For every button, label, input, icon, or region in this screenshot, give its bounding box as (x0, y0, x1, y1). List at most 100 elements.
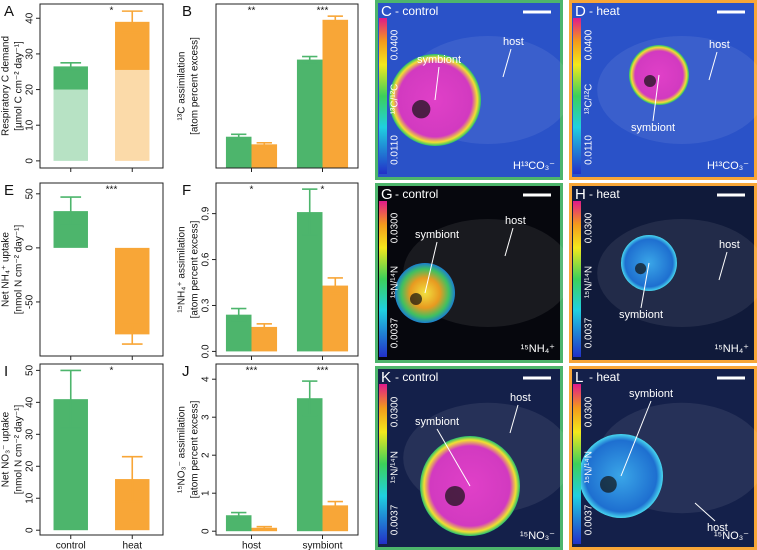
pointer (718, 251, 728, 281)
cell-spot (445, 486, 465, 506)
ratio-label: ¹³C/¹²C (584, 84, 595, 115)
plot-frame (39, 182, 164, 357)
panel-letter: H (575, 186, 586, 203)
y-tick-label: 40 (25, 12, 36, 24)
x-tick-label: host (242, 541, 261, 550)
panel-letter: A (4, 3, 14, 20)
ratio-label: ¹⁵N/¹⁴N (390, 451, 401, 483)
panel-letter: J (182, 363, 190, 380)
condition: - control (395, 4, 438, 18)
y-tick-label: 10 (25, 119, 36, 131)
error-bar (231, 133, 247, 140)
y-axis-label: ¹⁵NH₄⁺ assimilation (177, 226, 188, 312)
plot-frame (215, 182, 359, 357)
error-bar (327, 277, 343, 295)
bar (322, 285, 349, 352)
significance: ** (248, 6, 256, 17)
panel-letter: E (4, 182, 14, 199)
isotope-label: ¹⁵NH₄⁺ (715, 343, 750, 355)
isotope-label: ¹⁵NH₄⁺ (521, 343, 556, 355)
error-bar (60, 62, 82, 71)
cell-spot (600, 476, 617, 493)
color-scale (379, 384, 387, 544)
significance: *** (317, 6, 329, 17)
image-panel: 0.0400 0.0110 ¹³C/¹²C D - heat H¹³CO₃⁻ symbion… (569, 0, 757, 180)
pointer (509, 404, 519, 434)
x-tick-label: control (56, 541, 86, 550)
isotope-label: ¹⁵NO₃⁻ (520, 530, 555, 542)
host-label: host (505, 215, 526, 227)
y-tick-label: 0.9 (201, 206, 212, 220)
error-bar (302, 380, 318, 417)
pointer (504, 227, 514, 257)
image-panel: 0.0300 0.0037 ¹⁵N/¹⁴N G - control ¹⁵NH₄⁺ symbi… (375, 183, 573, 363)
bar (115, 247, 150, 335)
y-tick-label: 30 (25, 48, 36, 60)
symbiont-label: symbiont (631, 122, 675, 134)
error-bar (121, 323, 143, 345)
cell-spot (410, 293, 422, 305)
error-bar (60, 196, 82, 226)
error-bar (121, 10, 143, 34)
scale-max: 0.0400 (584, 29, 595, 60)
panel-letter: G (381, 186, 393, 203)
scale-max: 0.0300 (584, 396, 595, 427)
significance: * (250, 185, 254, 196)
host-label: host (719, 239, 740, 251)
isotope-label: ¹⁵NO₃⁻ (714, 530, 749, 542)
host-label: host (503, 36, 524, 48)
scale-min: 0.0110 (584, 135, 595, 165)
bar (251, 144, 278, 168)
bar (322, 19, 349, 169)
symbiont-label: symbiont (415, 416, 459, 428)
y-tick-label: 20 (25, 460, 36, 472)
y-tick-label: 50 (25, 364, 36, 376)
symbiont-label: symbiont (417, 54, 461, 66)
panel-letter: C (381, 3, 392, 20)
scale-max: 0.0300 (584, 212, 595, 243)
bar (225, 515, 252, 532)
x-tick-label: heat (123, 541, 143, 550)
symbiont-label: symbiont (415, 229, 459, 241)
panel-letter: D (575, 3, 586, 20)
isotope-label: H¹³CO₃⁻ (513, 160, 555, 172)
y-axis-label: [atom percent excess] (190, 37, 201, 135)
plot-frame (39, 3, 164, 169)
error-bar (302, 55, 318, 64)
color-scale (573, 201, 581, 357)
plot-frame (215, 3, 359, 169)
cell-spot (635, 263, 647, 275)
significance: * (110, 366, 114, 377)
error-bar (256, 323, 272, 331)
error-bar (327, 500, 343, 510)
pointer (620, 400, 652, 477)
y-tick-label: 30 (25, 428, 36, 440)
ratio-label: ¹⁵N/¹⁴N (390, 266, 401, 298)
plot-frame (39, 363, 164, 536)
scale-min: 0.0037 (584, 504, 595, 535)
y-tick-label: 0 (25, 245, 36, 251)
ratio-label: ¹⁵N/¹⁴N (584, 451, 595, 483)
cell-spot (644, 75, 656, 87)
pointer (694, 502, 716, 522)
y-axis-label: Net NH₄⁺ uptake (1, 232, 12, 307)
significance: * (321, 185, 325, 196)
ratio-label: ¹⁵N/¹⁴N (584, 266, 595, 298)
y-axis-label: [µmol C cm⁻² day⁻¹] (14, 41, 25, 131)
y-axis-label: [nmol N cm⁻² day⁻¹] (14, 225, 25, 315)
y-tick-label: 0 (25, 527, 36, 533)
scale-min: 0.0037 (390, 504, 401, 535)
y-tick-label: 0 (201, 528, 212, 534)
condition: - control (395, 187, 438, 201)
y-tick-label: 0.3 (201, 298, 212, 312)
error-bar (121, 455, 143, 503)
y-tick-label: 20 (25, 84, 36, 96)
host-label: host (709, 39, 730, 51)
condition: - heat (589, 4, 620, 18)
panel-letter: B (182, 3, 192, 20)
y-tick-label: 1 (201, 490, 212, 496)
color-scale (379, 18, 387, 174)
panel-letter: F (182, 182, 191, 199)
image-background (569, 366, 757, 550)
